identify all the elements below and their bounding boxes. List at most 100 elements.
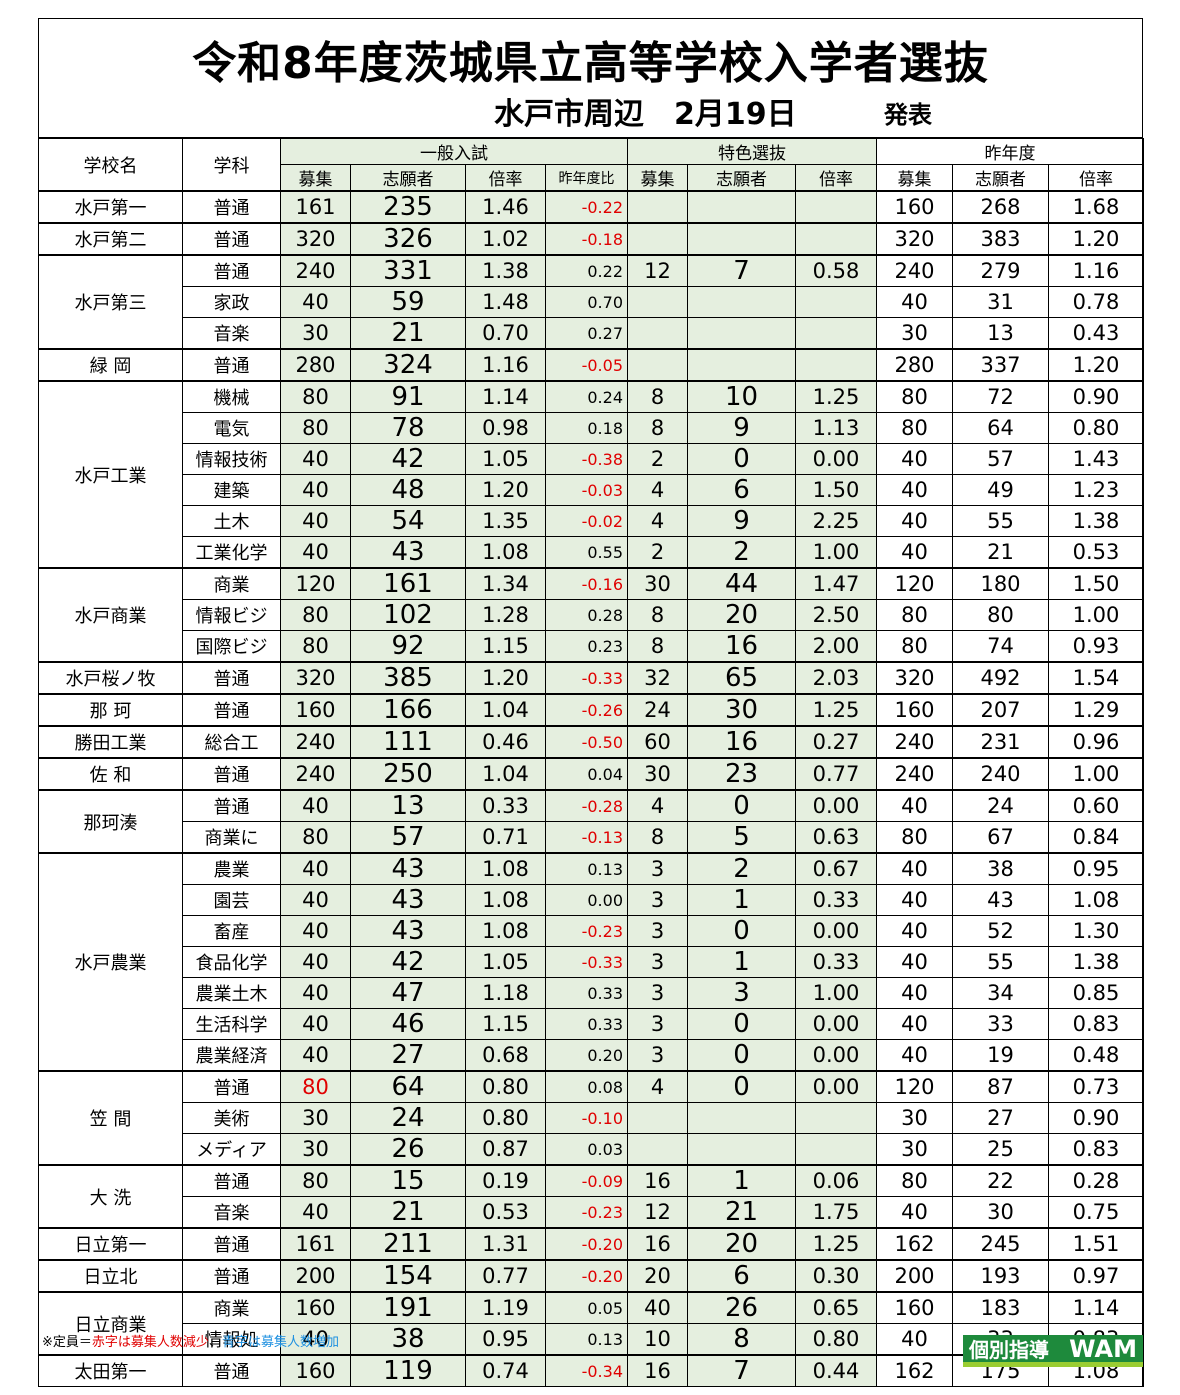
dept: 美術 (182, 1102, 281, 1134)
last-year-cell: 24 (952, 789, 1049, 822)
special-cell: 1.25 (795, 1227, 877, 1261)
general-cell: 331 (350, 254, 466, 287)
special-cell: 30 (627, 757, 688, 791)
logo-text: 個別指導 (969, 1338, 1049, 1362)
last-year-cell: 80 (876, 599, 953, 631)
header-cell: 募集 (280, 164, 351, 192)
general-cell: 1.15 (465, 1008, 546, 1040)
special-empty (687, 348, 796, 382)
header-cell: 学科 (182, 138, 281, 192)
subtitle: 水戸市周辺 2月19日 (494, 97, 797, 132)
table-row: 電気 80 78 0.98 0.18 8 9 1.13 80 64 0.80 (39, 412, 1145, 444)
general-cell: 1.08 (465, 915, 546, 947)
special-cell: 16 (627, 1164, 688, 1197)
general-cell: 54 (350, 505, 466, 537)
dept: 建築 (182, 474, 281, 506)
dept: 普通 (182, 1070, 281, 1103)
special-cell: 0 (687, 915, 796, 947)
general-cell: 0.13 (545, 1323, 628, 1356)
header-cell: 昨年度比 (545, 164, 628, 192)
school-name: 日立北 (38, 1259, 183, 1293)
sep: 、 (208, 1335, 222, 1350)
dept: 総合工 (182, 725, 281, 759)
last-year-cell: 40 (876, 1039, 953, 1072)
special-cell: 1.00 (795, 977, 877, 1009)
header-cell: 志願者 (350, 164, 466, 192)
last-year-cell: 74 (952, 630, 1049, 663)
special-cell: 40 (627, 1291, 688, 1324)
general-cell: 40 (280, 536, 351, 569)
dept: 普通 (182, 661, 281, 695)
last-year-cell: 72 (952, 380, 1049, 413)
general-cell: -0.38 (545, 443, 628, 475)
special-cell: 3 (627, 884, 688, 916)
school-name: 水戸商業 (38, 567, 183, 663)
general-cell: 91 (350, 380, 466, 413)
general-cell: -0.22 (545, 190, 628, 224)
general-cell: 21 (350, 317, 466, 350)
last-year-cell: 40 (876, 977, 953, 1009)
general-cell: 1.46 (465, 190, 546, 224)
general-cell: 161 (350, 567, 466, 600)
dept: 商業 (182, 1291, 281, 1324)
general-cell: 154 (350, 1259, 466, 1293)
general-cell: 0.33 (465, 789, 546, 822)
last-year-cell: 320 (876, 661, 953, 695)
general-cell: 40 (280, 474, 351, 506)
general-cell: 1.38 (465, 254, 546, 287)
dept: 土木 (182, 505, 281, 537)
special-cell: 3 (687, 977, 796, 1009)
general-cell: 0.33 (545, 977, 628, 1009)
general-cell: 13 (350, 789, 466, 822)
table-row: 建築 40 48 1.20 -0.03 4 6 1.50 40 49 1.23 (39, 474, 1145, 506)
special-cell: 26 (687, 1291, 796, 1324)
general-cell: 119 (350, 1354, 466, 1387)
dept: 普通 (182, 1354, 281, 1387)
special-cell: 0.00 (795, 1070, 877, 1103)
general-cell: 40 (280, 977, 351, 1009)
special-cell: 0.00 (795, 1039, 877, 1072)
table-row: 生活科学 40 46 1.15 0.33 3 0 0.00 40 33 0.83 (39, 1008, 1145, 1040)
school-name: 勝田工業 (38, 725, 183, 759)
last-year-cell: 0.84 (1047, 821, 1145, 854)
general-cell: 160 (280, 1291, 351, 1324)
special-cell: 3 (627, 946, 688, 978)
general-cell: 0.80 (465, 1102, 546, 1134)
general-cell: 64 (350, 1070, 466, 1103)
general-cell: 80 (280, 630, 351, 663)
last-year-cell: 337 (952, 348, 1049, 382)
table-row: 水戸農業 農業 40 43 1.08 0.13 3 2 0.67 40 38 0.95 (38, 852, 1145, 1072)
special-cell: 0.00 (795, 443, 877, 475)
header-cell: 募集 (627, 164, 688, 192)
general-cell: 240 (280, 254, 351, 287)
school-name: 那珂湊 (38, 789, 183, 854)
last-year-cell: 30 (876, 317, 953, 350)
general-cell: 324 (350, 348, 466, 382)
table-row: 水戸桜ノ牧 普通 320 385 1.20 -0.33 32 65 2.03 320 492 1.54 (38, 661, 1145, 695)
general-cell: 40 (280, 1039, 351, 1072)
special-cell: 0.00 (795, 789, 877, 822)
general-cell: 0.74 (465, 1354, 546, 1387)
general-cell: 161 (280, 190, 351, 224)
general-cell: 200 (280, 1259, 351, 1293)
last-year-cell: 0.75 (1047, 1196, 1145, 1229)
general-cell: 0.70 (465, 317, 546, 350)
general-cell: 80 (280, 380, 351, 413)
last-year-cell: 80 (876, 821, 953, 854)
school-name: 水戸農業 (38, 852, 183, 1072)
general-cell: 1.18 (465, 977, 546, 1009)
header-cell: 倍率 (465, 164, 546, 192)
general-cell: 1.19 (465, 1291, 546, 1324)
header-cell: 昨年度 (875, 138, 1145, 165)
general-cell: 92 (350, 630, 466, 663)
general-cell: 0.23 (545, 630, 628, 663)
general-cell: 0.87 (465, 1133, 546, 1166)
header-cell: 倍率 (795, 164, 877, 192)
last-year-cell: 0.90 (1047, 1102, 1145, 1134)
last-year-cell: 40 (876, 505, 953, 537)
results-table: 学校名 学科 一般入試 特色選抜 昨年度 募集 志願者 倍率 昨年度比 募集 志願者 倍率 募集 志願者倍… (38, 138, 1145, 1387)
general-cell: -0.28 (545, 789, 628, 822)
last-year-cell: 0.28 (1047, 1164, 1145, 1197)
last-year-cell: 279 (952, 254, 1049, 287)
